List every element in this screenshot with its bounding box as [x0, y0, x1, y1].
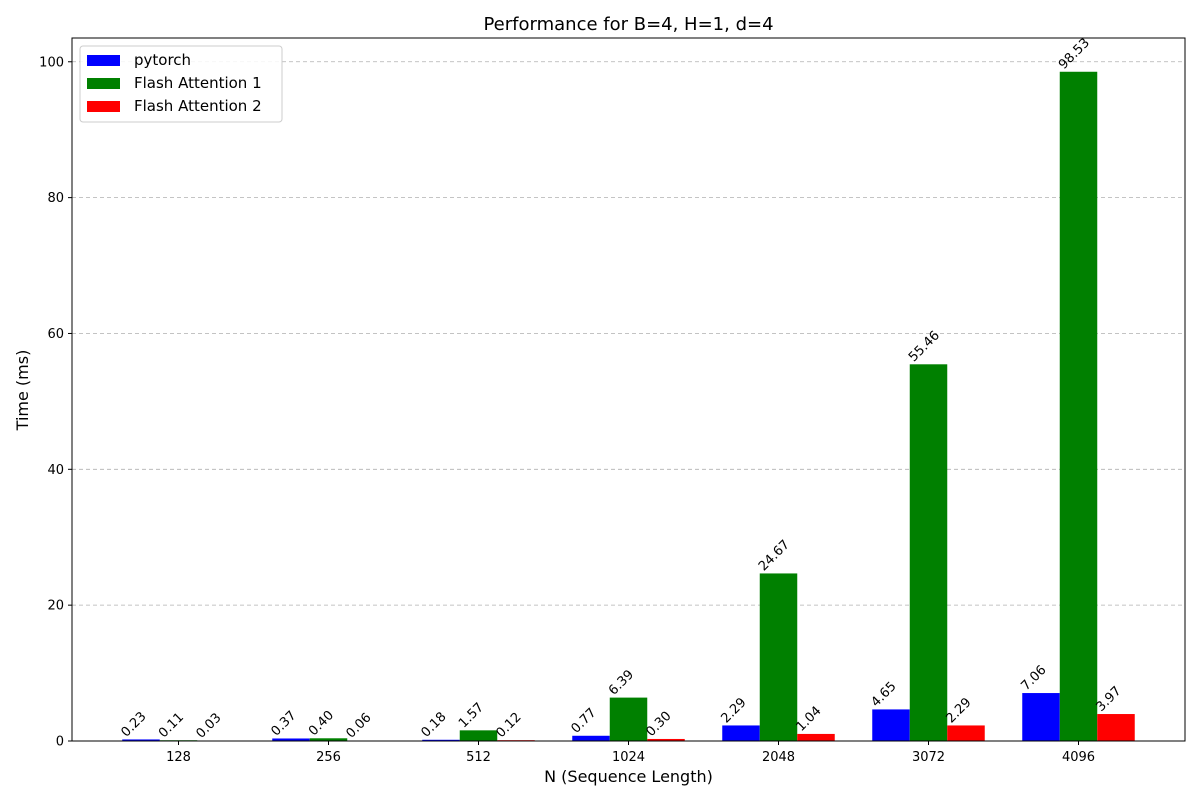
plot-area-frame — [71, 37, 1186, 742]
bar — [309, 738, 348, 741]
legend-label: pytorch — [134, 51, 191, 69]
bar-value-label: 98.53 — [1056, 36, 1093, 73]
bar — [759, 573, 798, 741]
y-tick-label: 80 — [47, 191, 64, 206]
bar-value-label: 0.11 — [156, 710, 187, 741]
x-axis-ticks: 128 256 512 1024 2048 3072 4096 — [166, 741, 1095, 765]
legend-frame — [79, 45, 283, 123]
bar-value-label: 55.46 — [906, 328, 943, 365]
x-tick-label: 128 — [166, 750, 191, 765]
y-tick-label: 20 — [47, 599, 64, 614]
bars — [122, 71, 1135, 742]
x-axis-title: N (Sequence Length) — [544, 767, 713, 786]
bar-value-label: 0.23 — [118, 709, 149, 740]
y-tick-label: 0 — [56, 735, 64, 750]
bar — [947, 725, 985, 741]
bar-value-label: 0.18 — [418, 710, 449, 741]
bar — [122, 739, 160, 741]
bar — [797, 733, 835, 741]
bar-value-label: 2.29 — [943, 695, 974, 726]
y-tick-label: 100 — [39, 55, 64, 70]
grid-lines — [72, 61, 1185, 606]
bar-value-label: 1.57 — [456, 700, 487, 731]
legend: pytorch Flash Attention 1 Flash Attention … — [79, 45, 283, 123]
bar-value-label: 4.65 — [868, 679, 899, 710]
bar — [872, 709, 910, 741]
legend-label: Flash Attention 2 — [134, 97, 262, 115]
bar-value-label: 2.29 — [718, 695, 749, 726]
bar-value-label: 7.06 — [1018, 663, 1049, 694]
legend-swatch — [87, 78, 120, 89]
legend-label: Flash Attention 1 — [134, 74, 262, 92]
bar-value-label: 0.30 — [643, 709, 674, 740]
bar — [722, 725, 760, 741]
bar — [459, 730, 498, 741]
x-tick-label: 2048 — [762, 750, 795, 765]
bar — [647, 738, 685, 741]
x-tick-label: 512 — [466, 750, 491, 765]
legend-swatch — [87, 101, 120, 112]
bar-value-label: 1.04 — [793, 704, 824, 735]
bar-value-label: 0.77 — [568, 706, 599, 737]
bar — [572, 735, 610, 741]
bar — [272, 738, 310, 741]
bar-value-label: 0.37 — [268, 708, 299, 739]
bar-value-label: 0.06 — [343, 710, 374, 741]
x-tick-label: 4096 — [1062, 750, 1095, 765]
bar-labels: 0.23 0.11 0.03 0.37 0.40 0.06 0.18 1.57 0.12 0.77… — [118, 36, 1124, 742]
bar-value-label: 0.12 — [493, 710, 524, 741]
legend-swatch — [87, 55, 120, 66]
bar — [909, 364, 948, 741]
y-axis-title: Time (ms) — [13, 350, 32, 432]
chart-title: Performance for B=4, H=1, d=4 — [483, 14, 773, 35]
bar-value-label: 24.67 — [756, 537, 793, 574]
x-tick-label: 3072 — [912, 750, 945, 765]
y-axis-ticks: 0 20 40 60 80 100 — [39, 55, 72, 750]
bar — [1059, 71, 1098, 742]
y-tick-label: 40 — [47, 463, 64, 478]
y-tick-label: 60 — [47, 327, 64, 342]
bar-value-label: 6.39 — [606, 667, 637, 698]
bar — [422, 739, 460, 741]
x-tick-label: 256 — [316, 750, 341, 765]
bar-value-label: 3.97 — [1093, 684, 1124, 715]
bar — [609, 697, 648, 741]
bar-value-label: 0.03 — [193, 711, 224, 742]
bar-value-label: 0.40 — [306, 708, 337, 739]
bar — [1022, 693, 1060, 741]
bar — [1097, 714, 1135, 741]
x-tick-label: 1024 — [612, 750, 645, 765]
